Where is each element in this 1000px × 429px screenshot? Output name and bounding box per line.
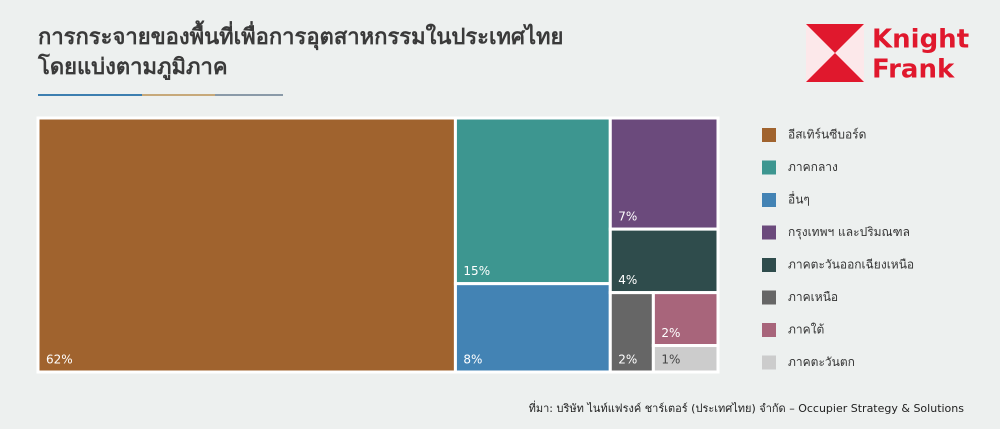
- legend-swatch: [762, 258, 776, 272]
- title-line: โดยแบ่งตามภูมิภาค: [37, 53, 228, 81]
- value-label: 2%: [661, 326, 680, 340]
- value-label: 1%: [661, 353, 680, 367]
- legend-swatch: [762, 160, 776, 175]
- value-label: 8%: [463, 353, 482, 367]
- legend-swatch: [762, 225, 776, 240]
- value-label: 4%: [618, 273, 637, 287]
- legend-swatch: [762, 193, 776, 207]
- source: ที่มา: บริษัท ไนท์แฟรงค์ ชาร์เตอร์ (ประเ…: [529, 400, 965, 415]
- legend-label: อื่นๆ: [788, 191, 810, 207]
- treemap-cell: [651, 344, 720, 374]
- legend-label: ภาคกลาง: [788, 160, 838, 174]
- logo-text: Knight: [872, 25, 969, 55]
- legend-label: ภาคเหนือ: [788, 290, 838, 304]
- legend-swatch: [762, 323, 776, 337]
- logo-text: Frank: [872, 55, 955, 85]
- legend-label: ภาคใต้: [788, 323, 824, 337]
- legend-label: ภาคตะวันตก: [788, 355, 855, 369]
- value-label: 2%: [618, 353, 637, 367]
- legend-label: ภาคตะวันออกเฉียงเหนือ: [788, 258, 914, 272]
- value-label: 62%: [46, 353, 73, 367]
- legend-label: กรุงเทพฯ และปริมณฑล: [788, 225, 910, 240]
- value-label: 15%: [463, 264, 490, 278]
- legend-swatch: [762, 128, 776, 142]
- legend-swatch: [762, 290, 776, 305]
- logo: Knight Frank: [806, 24, 969, 85]
- treemap-cell: [608, 291, 655, 374]
- treemap-cell: [36, 116, 457, 374]
- treemap-cell: [453, 116, 612, 286]
- legend-label: อีสเทิร์นซีบอร์ด: [788, 128, 866, 142]
- value-label: 7%: [618, 210, 637, 224]
- title-line: การกระจายของพื้นที่เพื่อการอุตสาหกรรมในป…: [38, 20, 563, 51]
- legend-swatch: [762, 355, 776, 370]
